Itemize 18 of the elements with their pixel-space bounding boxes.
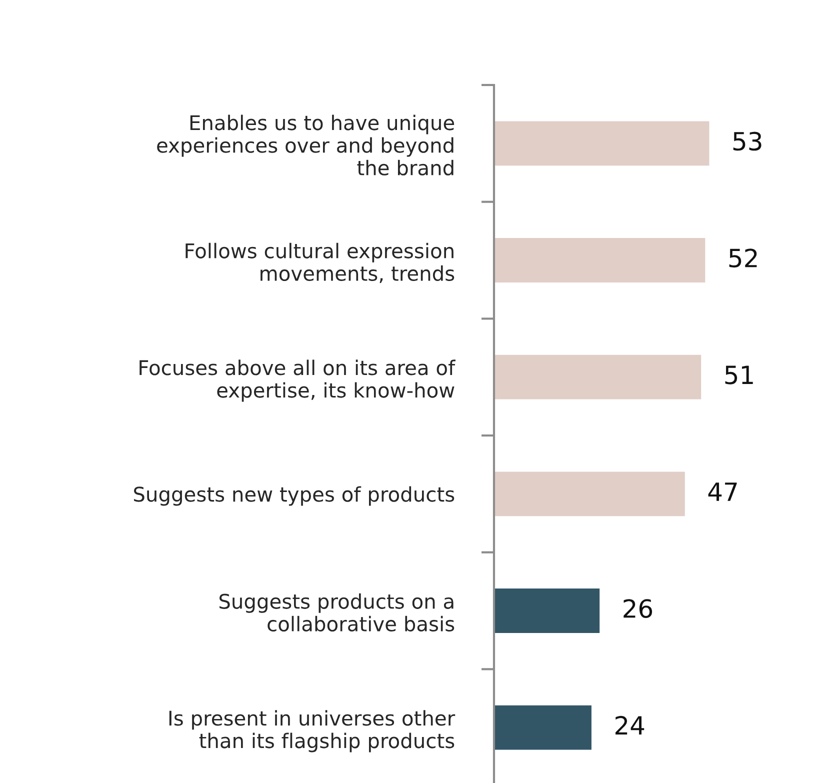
bar xyxy=(494,588,600,633)
data-label: 52 xyxy=(729,248,757,268)
bar xyxy=(494,238,706,282)
data-label: 47 xyxy=(708,482,737,501)
bar xyxy=(494,121,710,166)
y-tick-label: Is present in universes other than its flagship products xyxy=(169,710,456,752)
y-tick-label: Suggests products on a collaborative basis xyxy=(219,593,454,632)
bar xyxy=(494,705,592,750)
data-label: 51 xyxy=(725,366,753,384)
data-label: 53 xyxy=(733,132,762,151)
bar xyxy=(494,472,685,516)
data-label: 24 xyxy=(616,716,644,734)
y-tick-label: Suggests new types of products xyxy=(134,486,454,506)
data-label: 26 xyxy=(624,599,652,618)
y-tick-label: Follows cultural expression movements, trends xyxy=(186,242,454,284)
y-tick-label: Focuses above all on its area of expertise, its know-how xyxy=(140,360,456,402)
bar xyxy=(494,354,702,400)
y-tick-label: Enables us to have unique experiences over and beyond the brand xyxy=(157,114,454,176)
